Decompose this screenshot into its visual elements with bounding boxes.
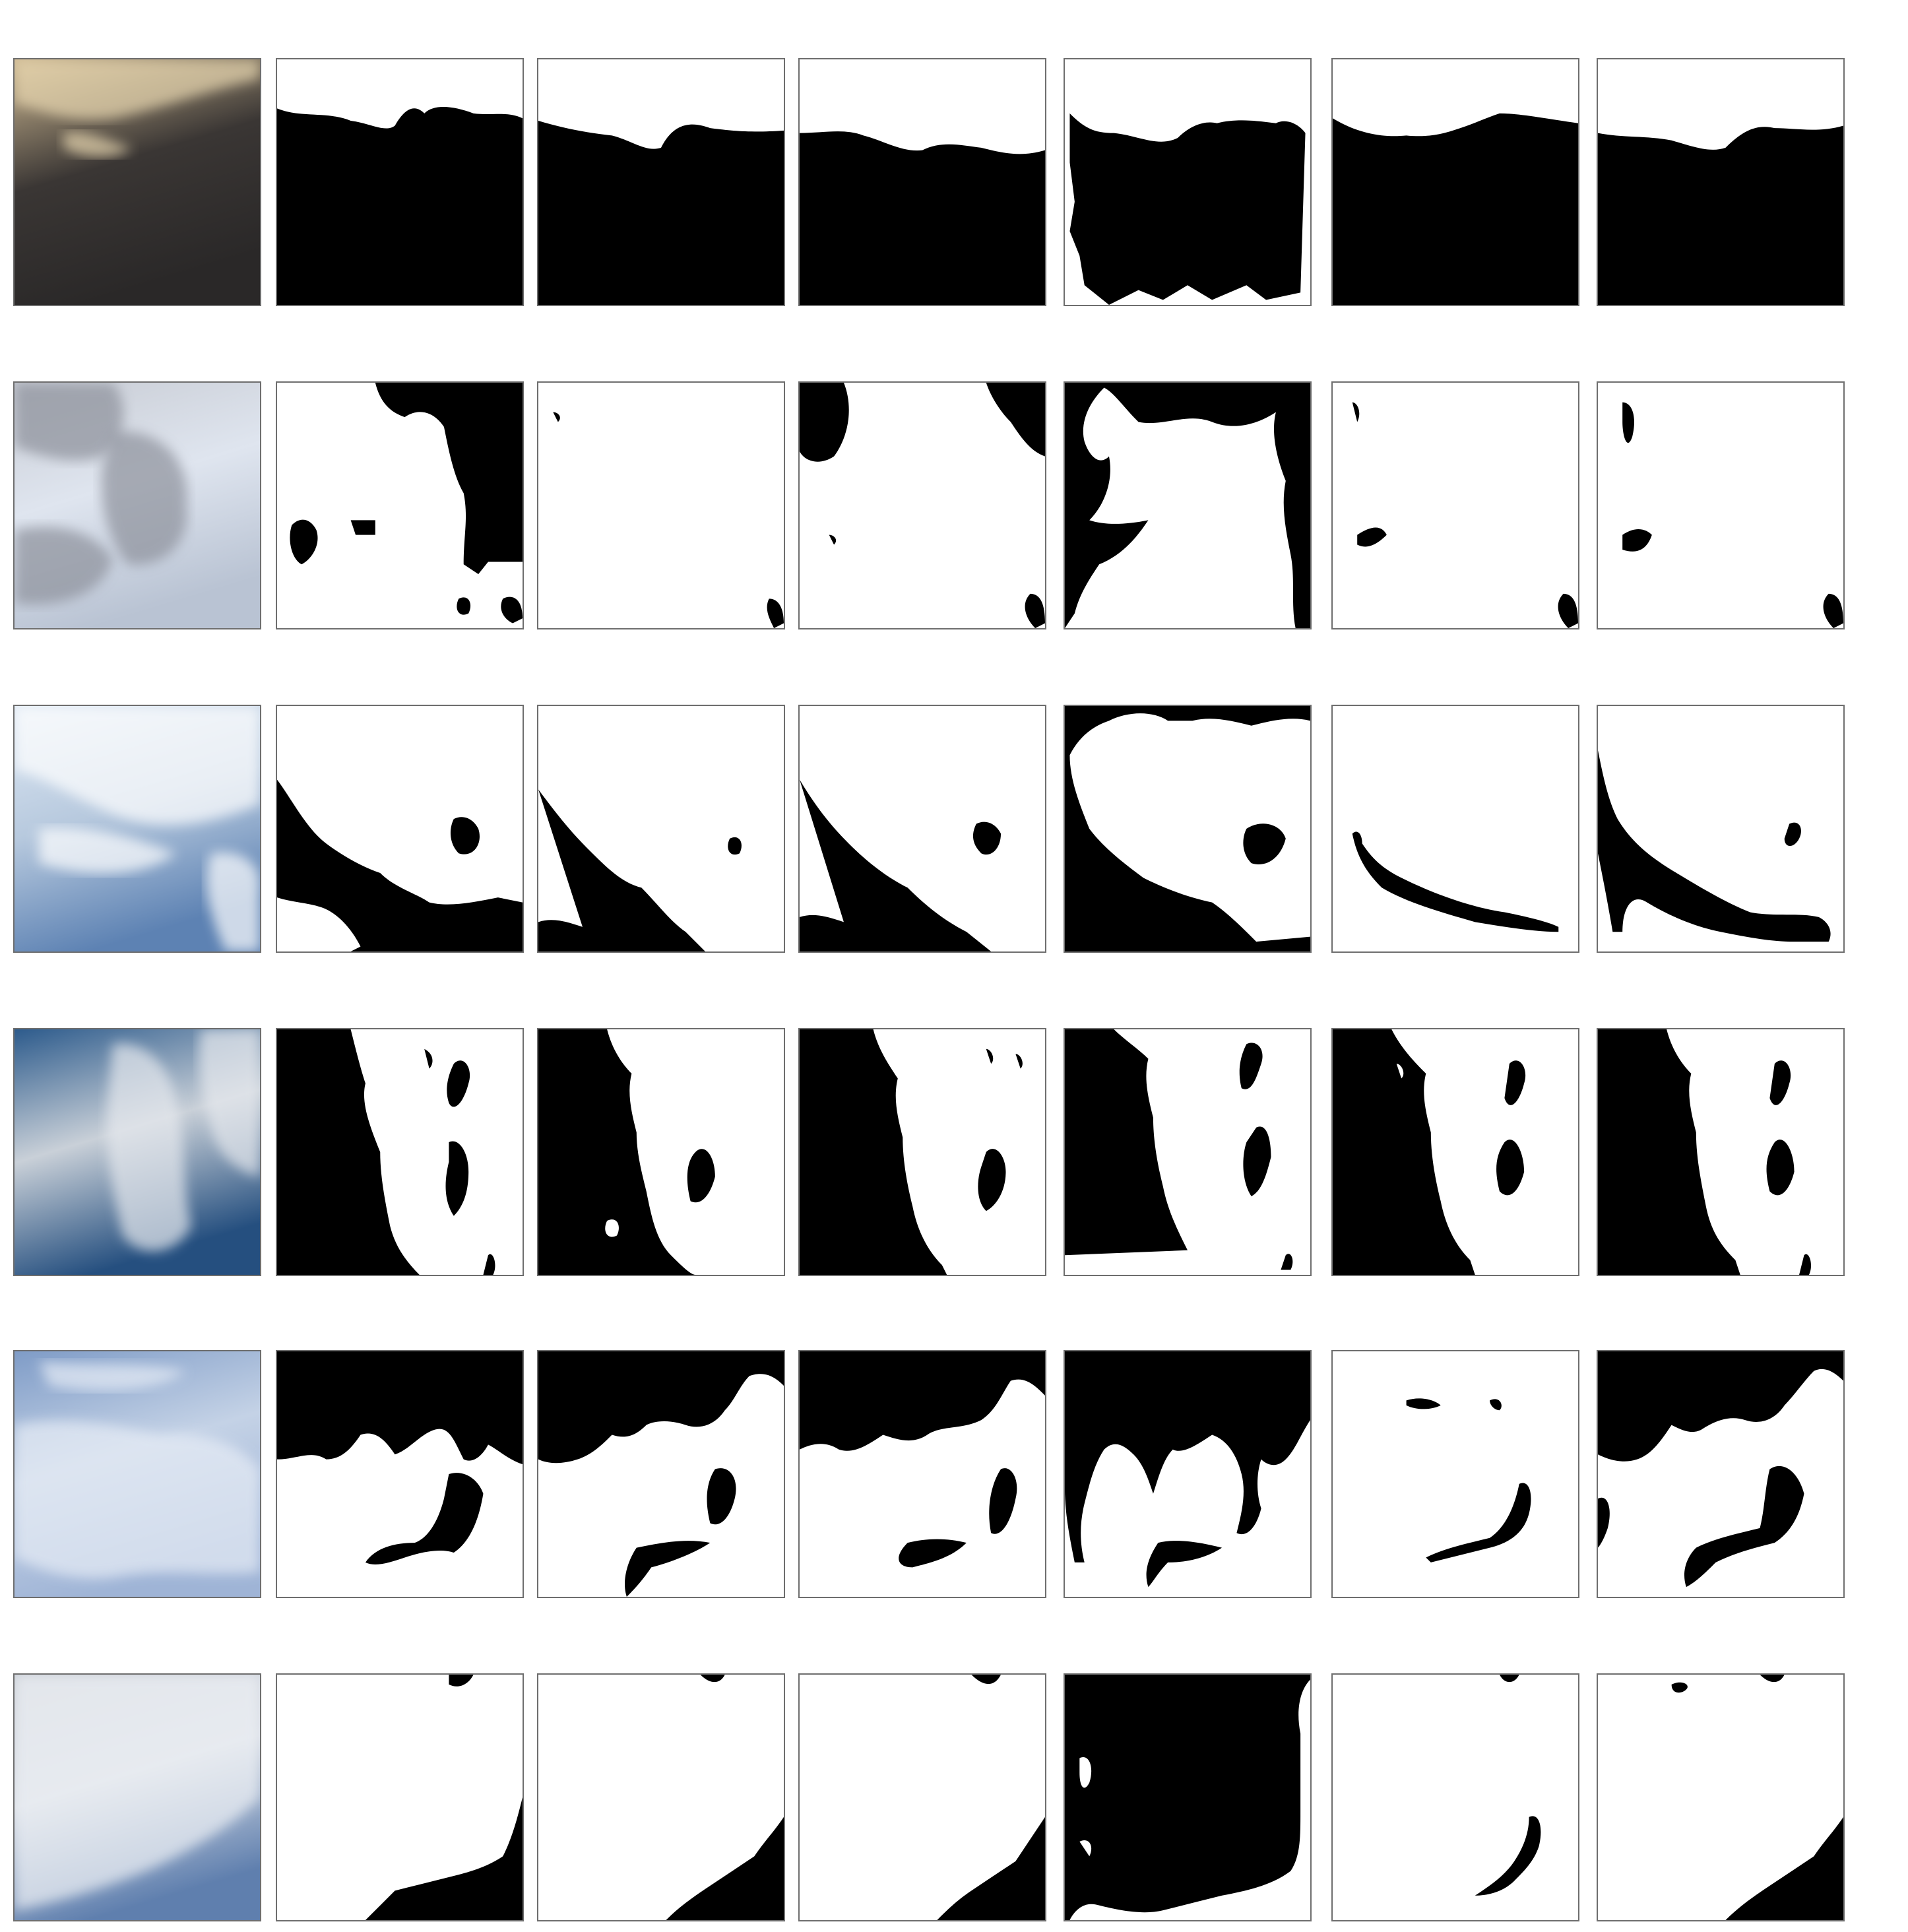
row6-mask-f [1597,1673,1845,1921]
row3-mask-a [276,705,524,953]
row5-mask-f [1597,1350,1845,1598]
mask-sky-region [1065,383,1310,628]
photo-cloud-region [106,1043,191,1252]
row5-mask-a [276,1350,524,1598]
row4-mask-d [1064,1028,1312,1276]
mask-sky-region [1671,1675,1843,1920]
mask-sky-region [1352,402,1578,628]
mask-sky-region [1333,1029,1526,1275]
sky-photo-2 [13,381,261,629]
row6-mask-b [537,1673,785,1921]
mask-sky-region [1065,1351,1310,1588]
mask-sky-region [277,779,523,951]
row2-mask-b [537,381,785,629]
photo-cloud-region [63,132,133,158]
mask-sky-region [800,1029,1023,1275]
photo-cloud-region [199,1029,260,1177]
mask-sky-region [1352,831,1559,932]
row5-mask-b [537,1350,785,1598]
mask-sky-region [800,779,1002,951]
mask-sky-region [1065,1675,1310,1920]
mask-sky-region [800,383,1045,628]
row4-mask-e [1331,1028,1579,1276]
mask-sky-region [538,1029,715,1275]
photo-cloud-region [15,706,260,825]
photo-cloud-region [15,527,113,605]
photo-cloud-region [15,1675,260,1911]
mask-sky-region [1598,125,1843,305]
photo-cloud-region [39,827,177,874]
row1-mask-a [276,58,524,306]
mask-sky-region [800,1351,1045,1568]
row1-mask-c [798,58,1046,306]
row2-mask-e [1331,381,1579,629]
mask-sky-region [1475,1675,1541,1896]
mask-sky-region [1069,113,1306,305]
row5-mask-e [1331,1350,1579,1598]
row6-mask-d [1064,1673,1312,1921]
sky-photo-6 [13,1673,261,1921]
mask-sky-region [1406,1398,1531,1562]
mask-sky-region [800,131,1045,305]
row4-mask-c [798,1028,1046,1276]
mask-sky-region [277,1029,495,1275]
row1-mask-d [1064,58,1312,306]
row3-mask-d [1064,705,1312,953]
row4-mask-f [1597,1028,1845,1276]
mask-sky-region [1598,750,1831,942]
row4-mask-b [537,1028,785,1276]
mask-sky-region [1065,706,1310,951]
photo-cloud-region [207,852,260,951]
mask-sky-region [1598,1029,1812,1275]
row1-mask-b [537,58,785,306]
row3-mask-f [1597,705,1845,953]
mask-sky-region [666,1675,784,1920]
mask-sky-region [277,1351,523,1565]
photo-cloud-region [102,431,187,565]
mask-sky-region [1598,1351,1843,1588]
photo-cloud-region [15,383,124,461]
sky-photo-3 [13,705,261,953]
row6-mask-c [798,1673,1046,1921]
mask-sky-region [365,1675,523,1920]
row5-mask-c [798,1350,1046,1598]
row4-mask-a [276,1028,524,1276]
sky-photo-1 [13,58,261,306]
row2-mask-a [276,381,524,629]
photo-cloud-region [39,1361,187,1391]
row1-mask-e [1331,58,1579,306]
mask-sky-region [538,121,784,305]
mask-sky-region [290,383,523,624]
mask-sky-region [937,1675,1045,1920]
row3-mask-e [1331,705,1579,953]
sky-photo-4 [13,1028,261,1276]
row2-mask-f [1597,381,1845,629]
photo-cloud-region [15,59,260,119]
row2-mask-d [1064,381,1312,629]
row6-mask-a [276,1673,524,1921]
row3-mask-c [798,705,1046,953]
row2-mask-c [798,381,1046,629]
mask-sky-region [277,107,523,305]
mask-sky-region [1065,1029,1293,1270]
mask-sky-region [1333,113,1578,305]
row5-mask-d [1064,1350,1312,1598]
sky-photo-5 [13,1350,261,1598]
mask-sky-region [538,1351,784,1597]
photo-cloud-region [15,1421,260,1578]
mask-sky-region [538,789,742,951]
mask-sky-region [1622,402,1843,628]
mask-sky-region [553,412,784,628]
row6-mask-e [1331,1673,1579,1921]
row1-mask-f [1597,58,1845,306]
row3-mask-b [537,705,785,953]
